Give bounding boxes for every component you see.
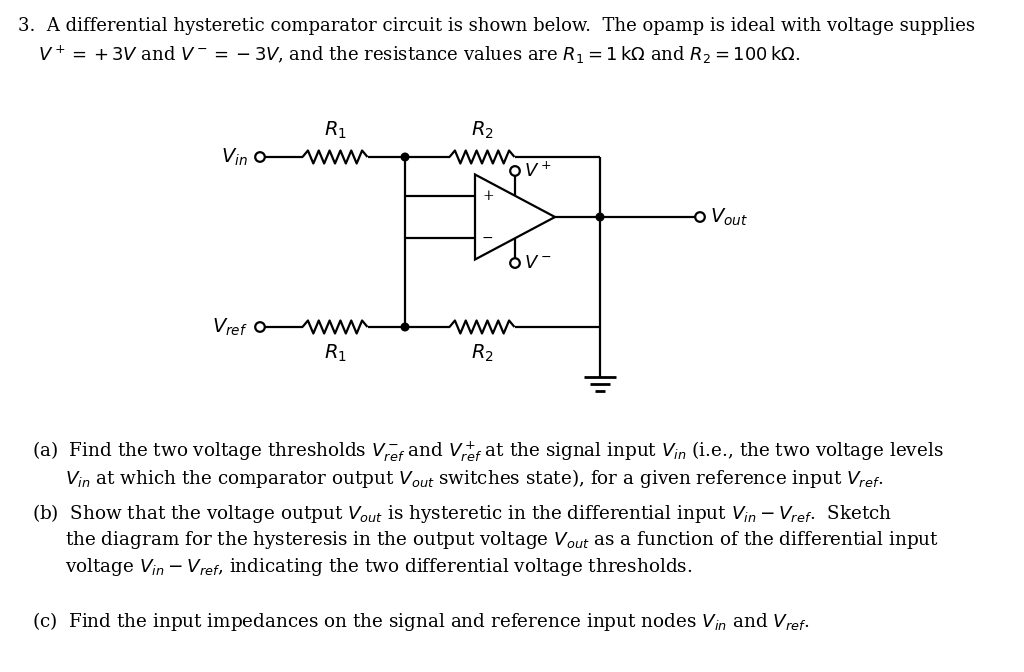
- Circle shape: [401, 153, 409, 161]
- Text: voltage $V_{in}-V_{ref}$, indicating the two differential voltage thresholds.: voltage $V_{in}-V_{ref}$, indicating the…: [65, 556, 692, 578]
- Text: $R_2$: $R_2$: [471, 120, 494, 141]
- Text: $R_1$: $R_1$: [324, 343, 346, 364]
- Text: −: −: [482, 231, 494, 245]
- Circle shape: [596, 213, 604, 221]
- Text: $R_1$: $R_1$: [324, 120, 346, 141]
- Text: 3.  A differential hysteretic comparator circuit is shown below.  The opamp is i: 3. A differential hysteretic comparator …: [18, 17, 975, 35]
- Text: $V^+$: $V^+$: [524, 161, 551, 181]
- Text: (a)  Find the two voltage thresholds $V^-_{ref}$ and $V^+_{ref}$ at the signal i: (a) Find the two voltage thresholds $V^-…: [32, 440, 943, 464]
- Text: $V_{out}$: $V_{out}$: [710, 206, 749, 228]
- Circle shape: [401, 323, 409, 331]
- Text: the diagram for the hysteresis in the output voltage $V_{out}$ as a function of : the diagram for the hysteresis in the ou…: [65, 529, 939, 551]
- Text: (c)  Find the input impedances on the signal and reference input nodes $V_{in}$ : (c) Find the input impedances on the sig…: [32, 610, 810, 633]
- Text: $V_{in}$: $V_{in}$: [221, 146, 248, 167]
- Text: $R_2$: $R_2$: [471, 343, 494, 364]
- Text: $V_{in}$ at which the comparator output $V_{out}$ switches state), for a given r: $V_{in}$ at which the comparator output …: [65, 467, 884, 490]
- Text: $V^+=+3V$ and $V^-=-3V$, and the resistance values are $R_1=1\,\mathrm{k\Omega}$: $V^+=+3V$ and $V^-=-3V$, and the resista…: [38, 44, 801, 67]
- Text: +: +: [482, 189, 494, 203]
- Text: (b)  Show that the voltage output $V_{out}$ is hysteretic in the differential in: (b) Show that the voltage output $V_{out…: [32, 502, 892, 525]
- Text: $V_{ref}$: $V_{ref}$: [212, 317, 248, 337]
- Text: $V^-$: $V^-$: [524, 254, 551, 272]
